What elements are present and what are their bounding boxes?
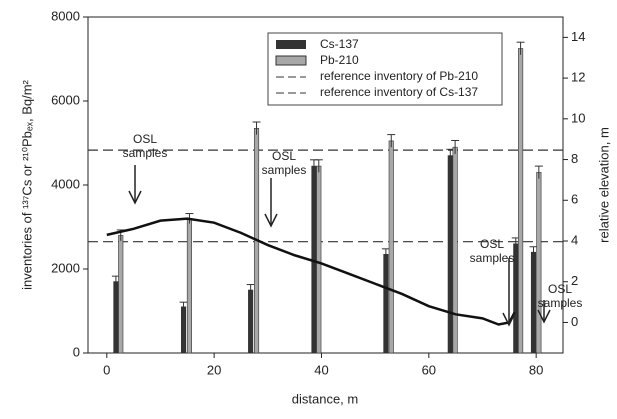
bar <box>118 235 124 354</box>
annotation-line: OSL <box>272 149 296 163</box>
y2-tick-label: 4 <box>571 232 578 247</box>
annotation: OSL samples <box>123 132 168 160</box>
legend-label: Cs-137 <box>320 37 359 51</box>
x-tick-label: 0 <box>103 362 110 377</box>
annotation-arrowhead <box>537 309 551 324</box>
error-bar <box>534 165 543 179</box>
legend-label: Pb-210 <box>320 53 359 67</box>
legend: Cs-137 Pb-210 reference inventory of Pb-… <box>267 32 503 106</box>
legend-box <box>267 32 503 106</box>
bar <box>447 155 453 354</box>
error-bar <box>381 248 390 260</box>
legend-label: reference inventory of Cs-137 <box>320 85 478 99</box>
y2-tick-label: 0 <box>571 314 578 329</box>
y2-tick-label: 6 <box>571 192 578 207</box>
annotation-line: samples <box>262 163 307 177</box>
x-axis-label: distance, m <box>292 391 358 406</box>
bar <box>452 146 458 354</box>
error-bar <box>516 41 525 55</box>
x-tick-label: 60 <box>422 362 436 377</box>
bar <box>180 306 187 354</box>
y-tick-label: 4000 <box>51 176 80 191</box>
y-tick-label: 0 <box>73 344 80 359</box>
annotation: OSL samples <box>470 237 515 265</box>
elevation-line <box>106 217 516 326</box>
annotation-line: samples <box>470 251 515 265</box>
annotation-line: OSL <box>548 282 572 296</box>
y2-tick-label: 10 <box>571 110 585 125</box>
y-tick-label: 8000 <box>51 8 80 23</box>
bar <box>388 140 394 354</box>
bar <box>536 172 542 354</box>
y2-axis-label: relative elevation, m <box>596 127 611 243</box>
annotation-line: samples <box>538 296 583 310</box>
y-axis-label: inventories of ¹³⁷Cs or ²¹⁰Pbₑₓ, Bq/m² <box>19 79 34 289</box>
annotation-line: samples <box>123 146 168 160</box>
error-bar <box>252 121 261 135</box>
legend-swatch <box>276 40 306 49</box>
bar <box>383 254 389 354</box>
x-tick-label: 40 <box>314 362 328 377</box>
y2-tick-label: 8 <box>571 151 578 166</box>
error-bar <box>314 159 323 173</box>
plot-layer: 0 20 40 60 80 0 2000 4000 6000 8000 0 2 4 6 8 10 12 14 OSL… <box>51 8 585 377</box>
annotation-line: OSL <box>480 237 504 251</box>
legend-label: reference inventory of Pb-210 <box>320 69 478 83</box>
bar <box>518 48 524 354</box>
y2-tick-label: 12 <box>571 70 585 85</box>
y2-tick-label: 2 <box>571 273 578 288</box>
legend-swatch <box>275 55 307 66</box>
bar <box>113 281 119 354</box>
error-bar <box>387 134 396 148</box>
error-bar <box>529 246 538 258</box>
bar <box>248 289 254 354</box>
error-bar <box>179 301 188 312</box>
bar <box>530 251 537 354</box>
y-tick-label: 6000 <box>51 92 80 107</box>
bar <box>316 165 322 354</box>
y2-tick-label: 14 <box>571 29 585 44</box>
error-bar <box>246 284 255 296</box>
annotation-arrowhead <box>128 190 142 205</box>
x-tick-label: 20 <box>207 362 221 377</box>
annotation-arrowhead <box>502 312 516 327</box>
bar <box>186 218 192 354</box>
annotation-arrowhead <box>264 213 278 228</box>
y-tick-label: 2000 <box>51 260 80 275</box>
annotation: OSL samples <box>262 149 307 177</box>
x-tick-label: 80 <box>529 362 543 377</box>
annotation: OSL samples <box>538 282 583 310</box>
annotation-line: OSL <box>133 132 157 146</box>
error-bar <box>451 139 460 154</box>
